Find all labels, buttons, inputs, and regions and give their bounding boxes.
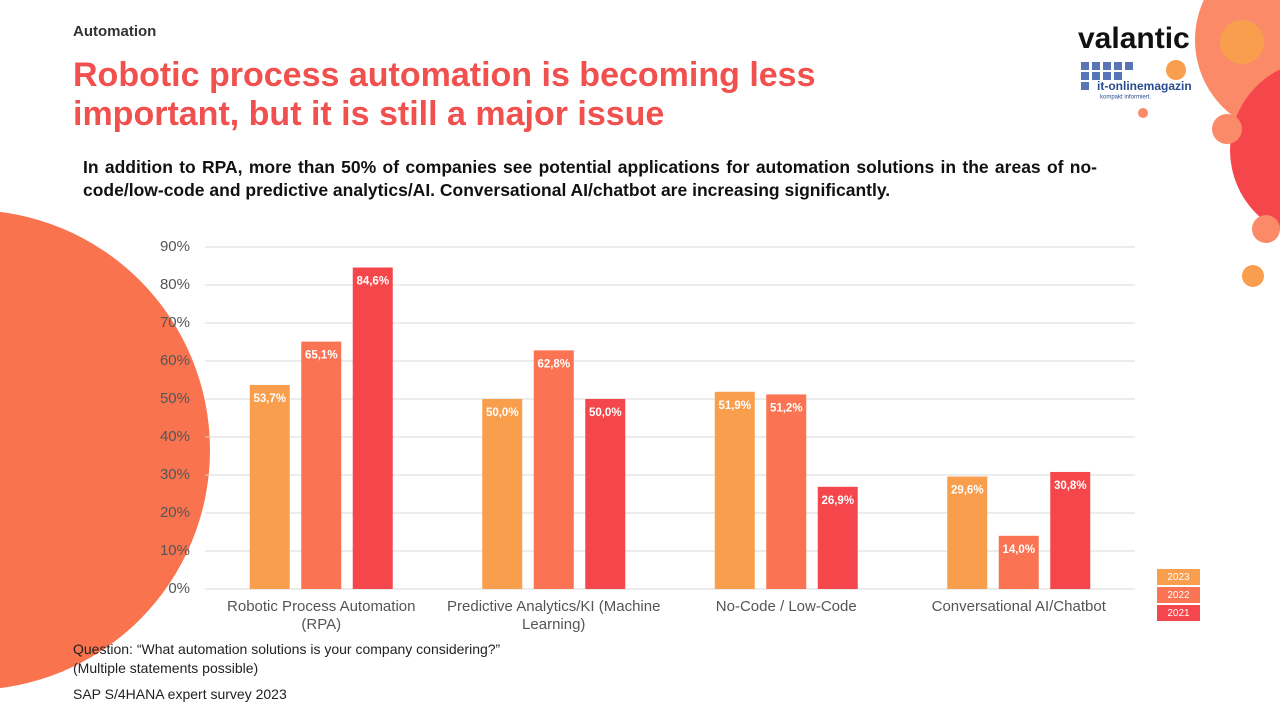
decoration [0,211,210,689]
question: Question: “What automation solutions is … [73,641,501,657]
logo-partner: it-onlinemagazin [1097,79,1192,93]
slide-title: Robotic process automation is becoming l… [73,56,816,133]
value-label: 14,0% [1002,544,1035,556]
logo-tagline: kompakt informiert. [1100,95,1151,101]
bar [817,486,858,589]
decoration [1252,215,1280,243]
decoration [1212,114,1242,144]
value-label: 29,6% [951,485,984,497]
x-tick-label: Conversational AI/Chatbot [931,598,1106,615]
y-tick-label: 20% [160,504,190,521]
note: (Multiple statements possible) [73,660,259,676]
bar [352,267,393,589]
decoration [1220,20,1264,64]
legend-swatch [1157,587,1200,603]
legend-label: 2021 [1167,608,1190,619]
y-tick-label: 60% [160,352,190,369]
value-label: 51,9% [718,400,751,412]
decoration [1166,60,1186,80]
y-tick-label: 0% [168,580,190,597]
bar [766,394,807,589]
y-tick-label: 70% [160,314,190,331]
bar [998,535,1039,589]
x-tick-label: No-Code / Low-Code [715,598,857,615]
bar [249,384,290,589]
y-tick-label: 30% [160,466,190,483]
y-tick-label: 40% [160,428,190,445]
x-tick-label: Robotic Process Automation (RPA) [227,598,416,633]
y-tick-label: 10% [160,542,190,559]
y-tick-label: 90% [160,238,190,255]
slide-subtitle: In addition to RPA, more than 50% of com… [83,157,1097,200]
value-label: 26,9% [821,495,854,507]
bar [947,476,988,589]
decoration [1138,108,1148,118]
legend-swatch [1157,605,1200,621]
bar [585,399,626,589]
logo-brand: valantic [1078,22,1190,55]
y-tick-label: 50% [160,390,190,407]
section-label: Automation [73,23,157,40]
legend-label: 2022 [1167,590,1190,601]
value-label: 30,8% [1054,480,1087,492]
value-label: 62,8% [537,358,570,370]
bar [301,341,342,589]
bar [1050,471,1091,589]
value-label: 51,2% [770,402,803,414]
value-label: 84,6% [356,276,389,288]
bar [714,391,755,589]
x-tick-label: Predictive Analytics/KI (Machine Learnin… [447,598,661,633]
legend-label: 2023 [1167,572,1190,583]
source: SAP S/4HANA expert survey 2023 [73,686,287,702]
value-label: 65,1% [305,350,338,362]
y-tick-label: 80% [160,276,190,293]
legend-swatch [1157,569,1200,585]
decoration [1242,265,1264,287]
value-label: 50,0% [589,407,622,419]
value-label: 50,0% [486,407,519,419]
bar [533,350,574,589]
decoration [1230,69,1280,231]
value-label: 53,7% [253,393,286,405]
logo-icon [1081,62,1133,90]
bar [482,399,523,589]
